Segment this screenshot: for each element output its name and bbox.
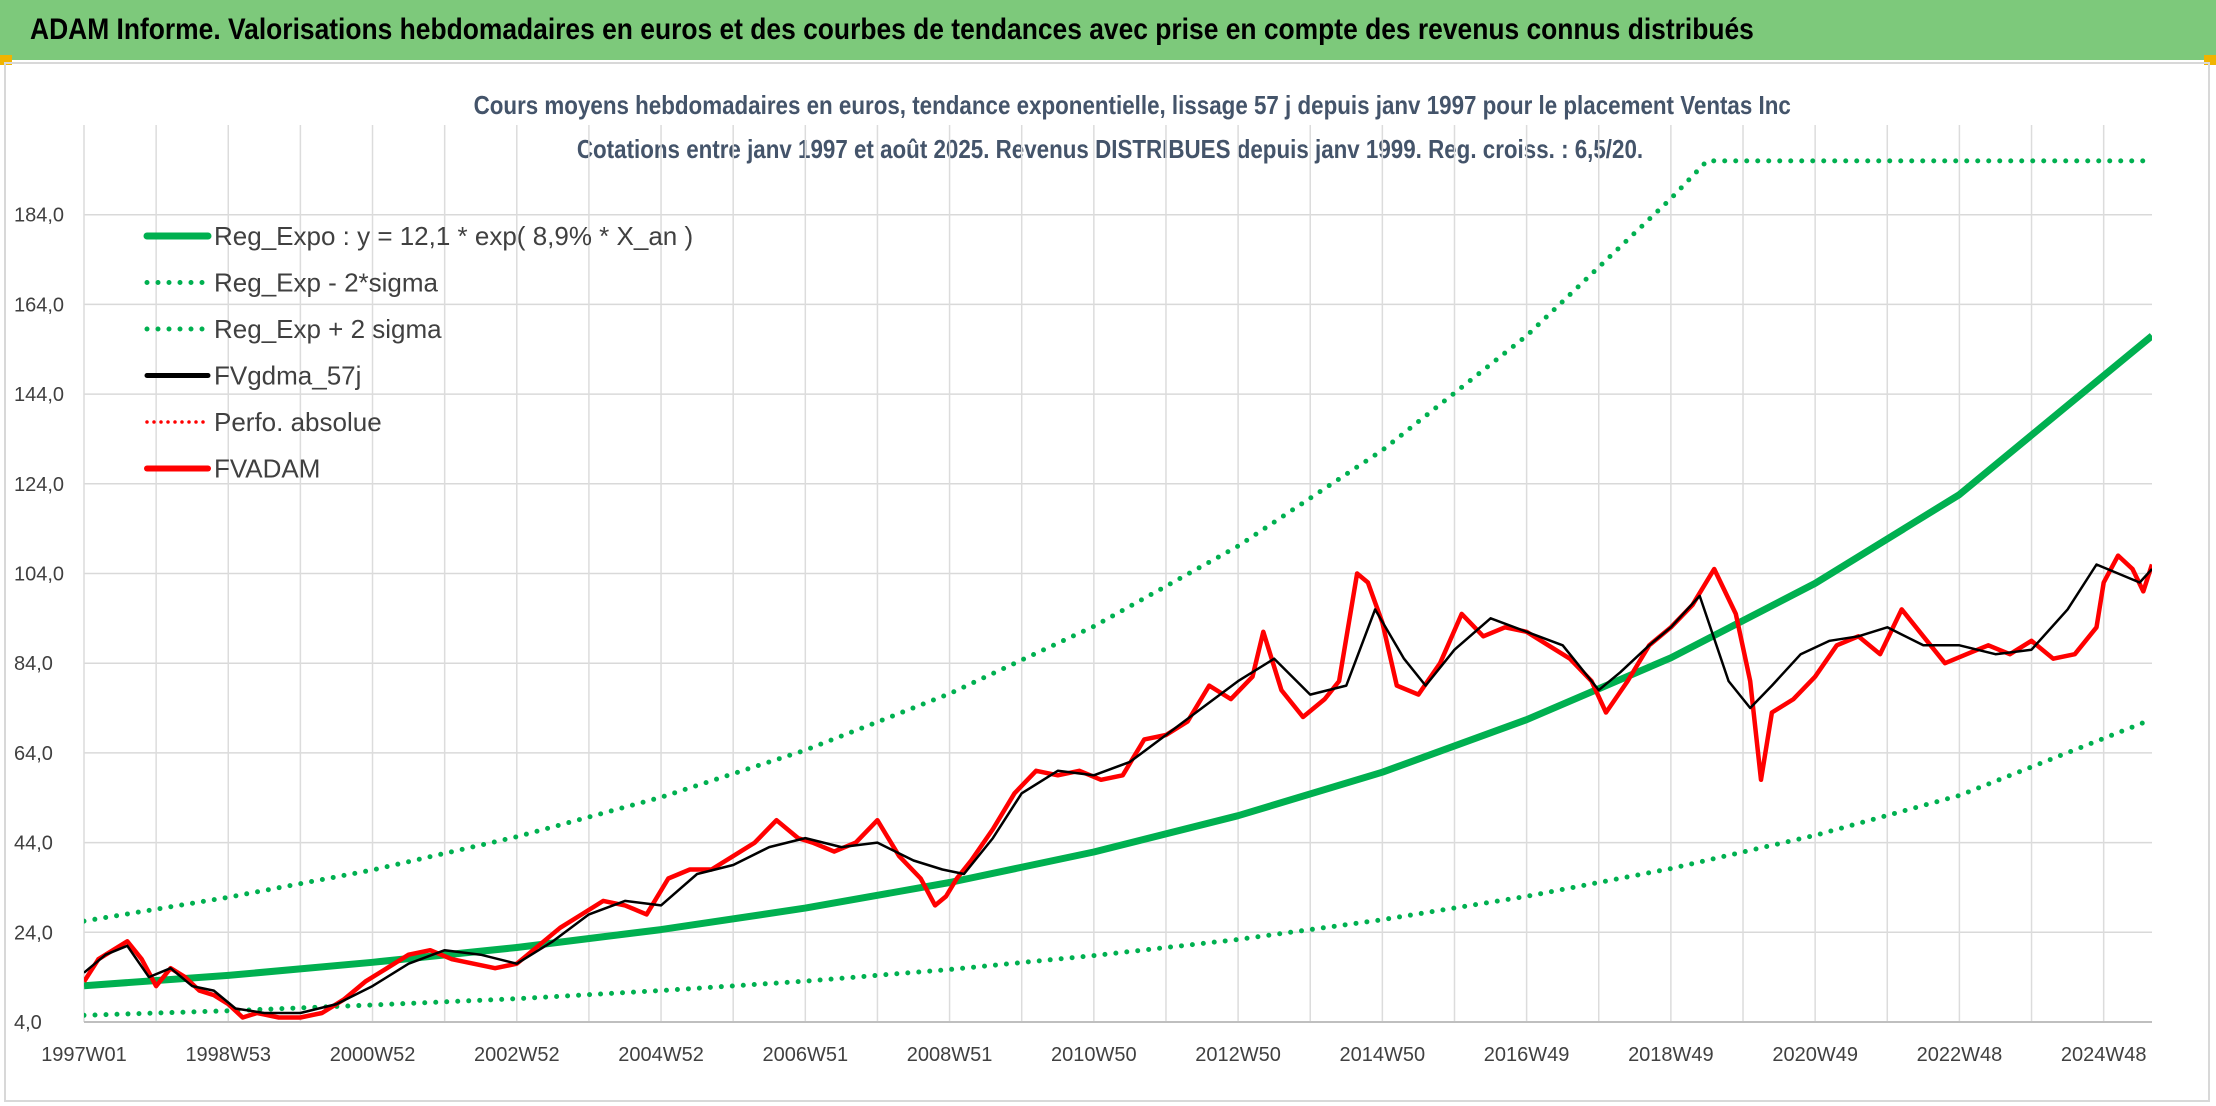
x-tick-label: 2014W50 [1340,1044,1426,1066]
report-title: ADAM Informe. Valorisations hebdomadaire… [30,13,1754,46]
legend-label: Reg_Exp + 2 sigma [214,314,442,344]
x-tick-label: 2002W52 [474,1044,560,1066]
y-tick-label: 144,0 [14,384,64,406]
x-tick-label: 2012W50 [1195,1044,1281,1066]
x-tick-label: 1997W01 [41,1044,127,1066]
x-tick-label: 2006W51 [762,1044,848,1066]
grid [83,125,2152,1023]
y-tick-label: 84,0 [14,653,53,675]
legend-label: FVgdma_57j [214,361,361,391]
y-tick-label: 4,0 [14,1012,42,1034]
report-header: ADAM Informe. Valorisations hebdomadaire… [0,0,2216,60]
corner-marker-left [0,55,12,65]
y-tick-label: 44,0 [14,833,53,855]
chart-frame [4,62,2210,1102]
x-tick-label: 2010W50 [1051,1044,1137,1066]
x-tick-label: 2018W49 [1628,1044,1714,1066]
series-group [84,158,2152,1020]
x-tick-label: 2022W48 [1917,1044,2003,1066]
x-tick-label: 2024W48 [2061,1044,2147,1066]
legend: Reg_Expo : y = 12,1 * exp( 8,9% * X_an )… [143,221,693,484]
legend-label: Reg_Exp - 2*sigma [214,268,439,298]
series-line-0 [84,333,2152,990]
y-tick-label: 184,0 [14,205,64,227]
corner-marker-right [2204,55,2216,65]
series-line-1 [84,716,2152,1018]
legend-label: FVADAM [214,454,320,484]
y-tick-label: 164,0 [14,294,64,316]
x-axis: 1997W01 1998W53 2000W52 2002W52 2004W52 2006W… [41,1044,2146,1066]
x-tick-label: 2008W51 [907,1044,993,1066]
x-tick-label: 2020W49 [1772,1044,1858,1066]
legend-label: Reg_Expo : y = 12,1 * exp( 8,9% * X_an ) [214,221,693,251]
x-tick-label: 2000W52 [330,1044,416,1066]
y-axis: 4,0 24,0 44,0 64,0 84,0 104,0 124,0 144,0 164,0 1… [14,205,64,1034]
y-tick-label: 24,0 [14,922,53,944]
series-line-3 [84,563,2152,1015]
chart-title: Cours moyens hebdomadaires en euros, ten… [473,90,1791,120]
y-tick-label: 124,0 [14,474,64,496]
series-line-2 [84,158,2152,924]
legend-label: Perfo. absolue [214,407,382,437]
series-line-5 [84,553,2152,1020]
y-tick-label: 64,0 [14,743,53,765]
x-tick-label: 2016W49 [1484,1044,1570,1066]
y-tick-label: 104,0 [14,564,64,586]
x-tick-label: 2004W52 [618,1044,704,1066]
chart-subtitle: Cotations entre janv 1997 et août 2025. … [576,134,1644,164]
x-tick-label: 1998W53 [185,1044,271,1066]
